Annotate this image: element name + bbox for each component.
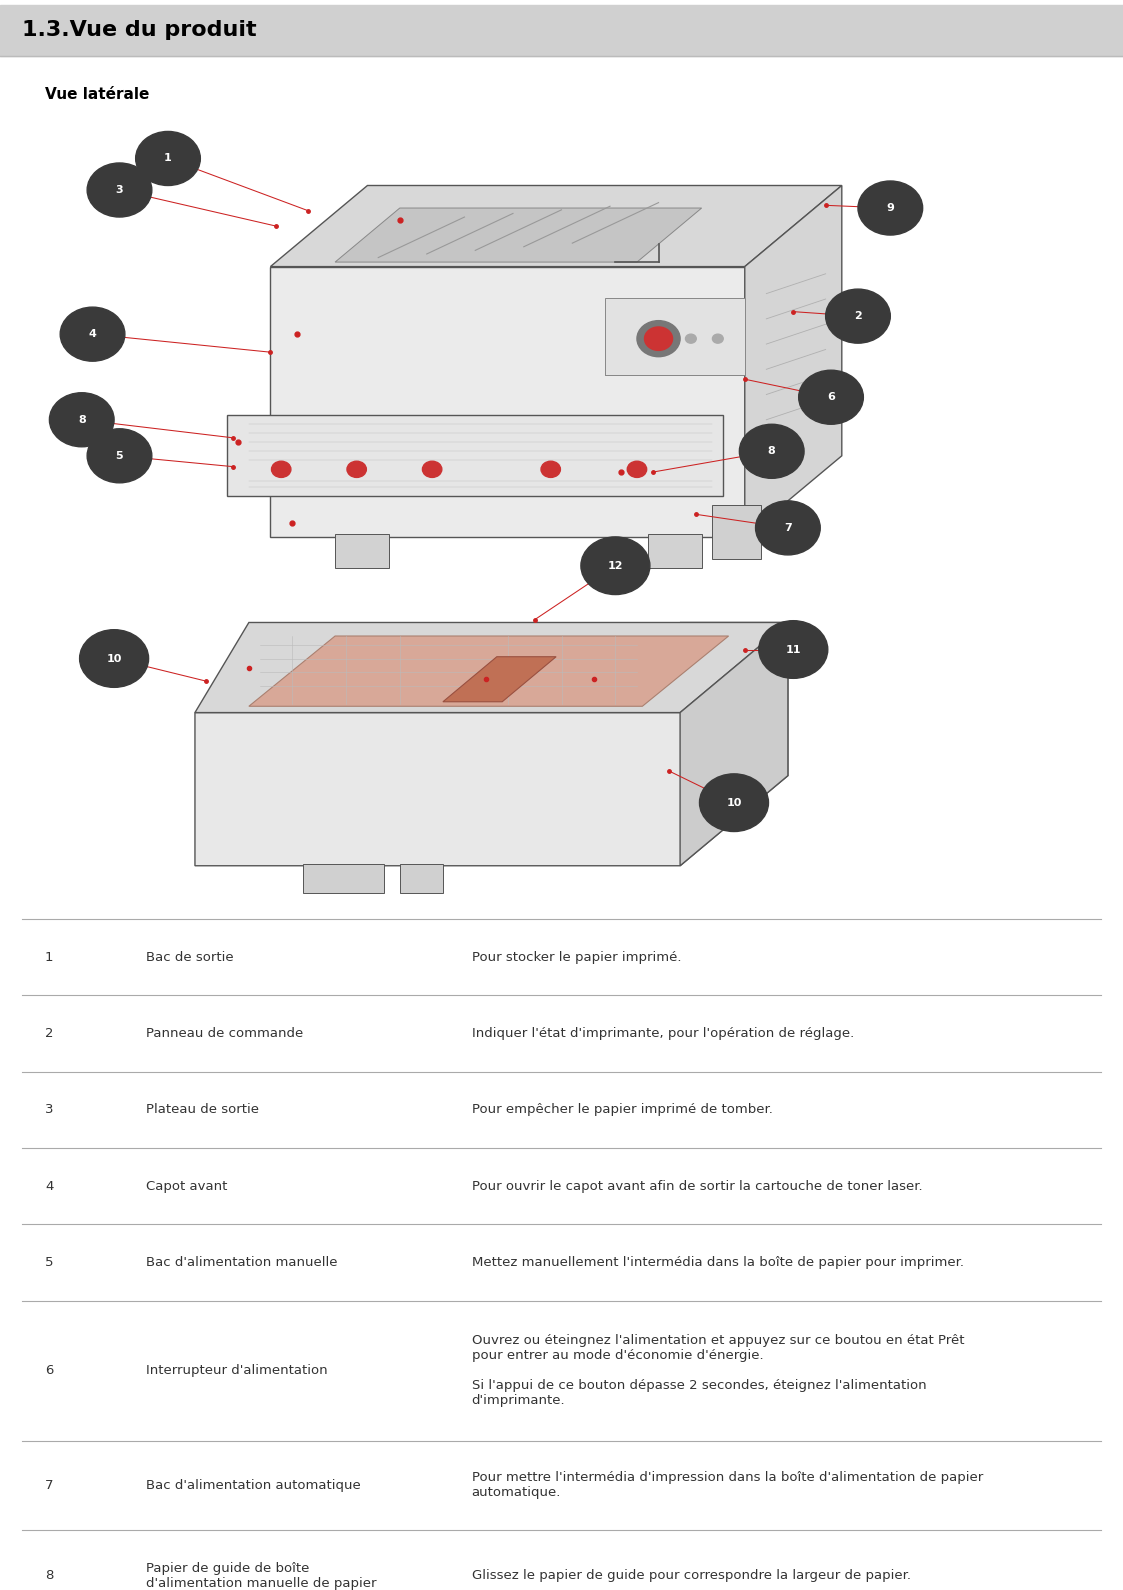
Text: 8: 8 xyxy=(45,1569,53,1582)
Text: 5: 5 xyxy=(116,452,124,461)
Circle shape xyxy=(136,132,200,186)
Bar xyxy=(303,863,384,894)
Text: Pour stocker le papier imprimé.: Pour stocker le papier imprimé. xyxy=(472,951,682,964)
Text: Glissez le papier de guide pour correspondre la largeur de papier.: Glissez le papier de guide pour correspo… xyxy=(472,1569,911,1582)
Circle shape xyxy=(637,321,681,356)
Text: 3: 3 xyxy=(116,184,124,196)
Text: 7: 7 xyxy=(784,523,792,533)
Polygon shape xyxy=(195,623,788,865)
Text: 5: 5 xyxy=(45,1256,54,1269)
Text: 10: 10 xyxy=(107,653,121,663)
Text: 1: 1 xyxy=(45,951,54,964)
Polygon shape xyxy=(335,208,702,262)
Circle shape xyxy=(825,289,891,343)
Polygon shape xyxy=(271,186,842,267)
Circle shape xyxy=(49,393,115,447)
Circle shape xyxy=(541,461,560,477)
Text: 1: 1 xyxy=(164,154,172,164)
Polygon shape xyxy=(227,415,723,496)
Text: 2: 2 xyxy=(855,312,861,321)
Text: 6: 6 xyxy=(827,393,836,402)
Circle shape xyxy=(759,620,828,679)
Text: Interrupteur d'alimentation: Interrupteur d'alimentation xyxy=(146,1364,328,1377)
Bar xyxy=(712,506,761,560)
Text: 1.3.Vue du produit: 1.3.Vue du produit xyxy=(22,21,257,40)
Circle shape xyxy=(756,501,820,555)
Circle shape xyxy=(645,328,673,350)
Polygon shape xyxy=(442,657,556,701)
Polygon shape xyxy=(681,623,788,865)
Polygon shape xyxy=(195,623,788,712)
Circle shape xyxy=(88,429,152,483)
Text: Pour empêcher le papier imprimé de tomber.: Pour empêcher le papier imprimé de tombe… xyxy=(472,1103,773,1116)
Text: 9: 9 xyxy=(886,204,894,213)
Text: Panneau de commande: Panneau de commande xyxy=(146,1027,303,1040)
Text: Mettez manuellement l'intermédia dans la boîte de papier pour imprimer.: Mettez manuellement l'intermédia dans la… xyxy=(472,1256,964,1269)
Text: Ouvrez ou éteingnez l'alimentation et appuyez sur ce boutou en état Prêt
pour en: Ouvrez ou éteingnez l'alimentation et ap… xyxy=(472,1334,965,1407)
Text: Bac d'alimentation automatique: Bac d'alimentation automatique xyxy=(146,1479,360,1491)
Polygon shape xyxy=(271,267,745,537)
Text: Capot avant: Capot avant xyxy=(146,1180,227,1192)
Circle shape xyxy=(61,307,125,361)
Text: 11: 11 xyxy=(785,644,801,655)
Bar xyxy=(0,5,1123,56)
Circle shape xyxy=(739,425,804,479)
Bar xyxy=(335,534,389,569)
Polygon shape xyxy=(604,299,745,375)
Circle shape xyxy=(700,774,768,832)
Circle shape xyxy=(422,461,441,477)
Polygon shape xyxy=(249,636,729,706)
Text: Bac de sortie: Bac de sortie xyxy=(146,951,234,964)
Polygon shape xyxy=(745,186,842,537)
Text: 3: 3 xyxy=(45,1103,54,1116)
Circle shape xyxy=(272,461,291,477)
Text: Pour ouvrir le capot avant afin de sortir la cartouche de toner laser.: Pour ouvrir le capot avant afin de sorti… xyxy=(472,1180,922,1192)
Bar xyxy=(400,863,442,894)
Text: 6: 6 xyxy=(45,1364,53,1377)
Circle shape xyxy=(581,537,650,595)
Circle shape xyxy=(858,181,923,235)
Text: 4: 4 xyxy=(89,329,97,339)
Text: Bac d'alimentation manuelle: Bac d'alimentation manuelle xyxy=(146,1256,338,1269)
Text: Indiquer l'état d'imprimante, pour l'opération de réglage.: Indiquer l'état d'imprimante, pour l'opé… xyxy=(472,1027,853,1040)
Text: 4: 4 xyxy=(45,1180,53,1192)
Text: 12: 12 xyxy=(608,561,623,571)
Text: Vue latérale: Vue latérale xyxy=(45,87,149,102)
Text: 10: 10 xyxy=(727,798,741,808)
Bar xyxy=(648,534,702,569)
Text: Papier de guide de boîte
d'alimentation manuelle de papier: Papier de guide de boîte d'alimentation … xyxy=(146,1561,376,1590)
Text: Plateau de sortie: Plateau de sortie xyxy=(146,1103,259,1116)
Circle shape xyxy=(798,370,864,425)
Circle shape xyxy=(685,334,696,343)
Text: 8: 8 xyxy=(768,447,776,456)
Circle shape xyxy=(88,164,152,218)
Text: Pour mettre l'intermédia d'impression dans la boîte d'alimentation de papier
aut: Pour mettre l'intermédia d'impression da… xyxy=(472,1471,983,1499)
Circle shape xyxy=(712,334,723,343)
Text: 2: 2 xyxy=(45,1027,54,1040)
Circle shape xyxy=(80,630,148,687)
Circle shape xyxy=(628,461,647,477)
Circle shape xyxy=(347,461,366,477)
Text: 7: 7 xyxy=(45,1479,54,1491)
Text: 8: 8 xyxy=(77,415,85,425)
